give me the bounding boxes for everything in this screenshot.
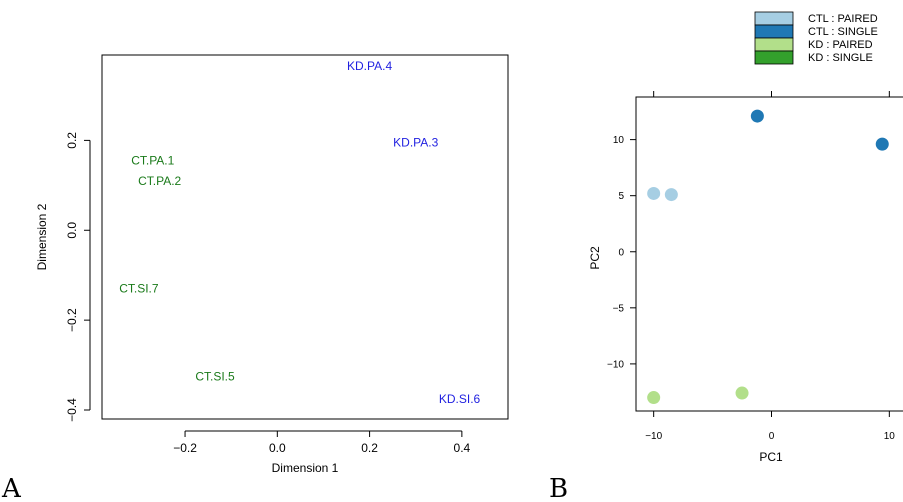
panel-a-x-tick-label: 0.4 [454,441,471,455]
panel-b-legend-label: KD : PAIRED [808,39,873,51]
panel-a-y-tick-label: −0.2 [65,308,79,332]
panel-b-legend-label: CTL : PAIRED [808,13,878,25]
panel-b-point [735,386,749,400]
panel-a-sample-label: CT.SI.5 [195,369,235,383]
panel-b-legend-swatch [754,24,794,39]
panel-b-plot-frame [635,96,903,412]
panel-a-x-tick-label: 0.2 [361,441,378,455]
panel-a-letter: A [1,474,22,502]
panel-a-sample-label: CT.SI.7 [119,282,159,296]
panel-a-sample-label: KD.PA.4 [347,59,392,73]
panel-b-x-tick-label: 0 [769,431,775,442]
panel-b-legend-swatch [754,37,794,52]
panel-b-point [875,137,889,151]
panel-b-y-axis-label: PC2 [588,246,602,270]
panel-b-legend-label: KD : SINGLE [808,52,873,64]
panel-b-x-axis-label: PC1 [759,450,783,464]
panel-b-letter: B [549,474,568,502]
panel-b-pca-plot: −10 0 10 −10 −5 0 5 10 PC1 PC2 CTL : PAIREDCTL… [588,11,903,464]
panel-a-x-axis-label: Dimension 1 [272,461,339,475]
panel-b-point [664,188,678,202]
panel-b-x-tick-label: −10 [645,431,662,442]
panel-a-sample-label: KD.PA.3 [393,136,438,150]
panel-b-legend-swatch [754,11,794,26]
panel-a-mds-plot: −0.2 0.0 0.2 0.4 −0.4−0.20.00.2 KD.PA.4KD.P… [35,54,509,475]
panel-b-y-tick-label: 10 [613,135,625,146]
panel-b-y-tick-label: 0 [618,247,624,258]
panel-b-legend-label: CTL : SINGLE [808,26,878,38]
panel-b-y-tick-label: −5 [613,303,625,314]
panel-a-plot-frame [101,54,509,420]
panel-a-y-tick-label: 0.2 [65,132,79,149]
panel-a-x-tick-label: 0.0 [269,441,286,455]
panel-a-sample-label: CT.PA.1 [131,154,174,168]
panel-b-points [647,109,889,405]
panel-b-x-tick-label: 10 [884,431,896,442]
panel-a-sample-label: CT.PA.2 [138,174,181,188]
panel-a-y-tick-label: 0.0 [65,222,79,239]
panel-b-point [750,109,764,123]
panel-b-point [647,186,661,200]
panel-b-y-tick-label: −10 [607,359,624,370]
panel-a-sample-label: KD.SI.6 [439,392,481,406]
panel-a-y-tick-label: −0.4 [65,398,79,422]
panel-b-y-tick-label: 5 [618,191,624,202]
panel-a-x-axis: −0.2 0.0 0.2 0.4 [173,430,471,455]
panel-b-x-axis: −10 0 10 [645,91,895,442]
panel-a-y-axis-label: Dimension 2 [35,203,49,270]
panel-b-y-axis: −10 −5 0 5 10 [607,135,636,370]
panel-a-x-tick-label: −0.2 [173,441,197,455]
panel-b-point [647,391,661,405]
panel-a-y-axis: −0.4 −0.2 0.0 0.2 [65,132,91,422]
panel-a-points: KD.PA.4 KD.PA.3 CT.PA.1 CT.PA.2 CT.SI.7 CT.SI… [119,59,480,406]
panel-b-legend-swatch [754,50,794,65]
